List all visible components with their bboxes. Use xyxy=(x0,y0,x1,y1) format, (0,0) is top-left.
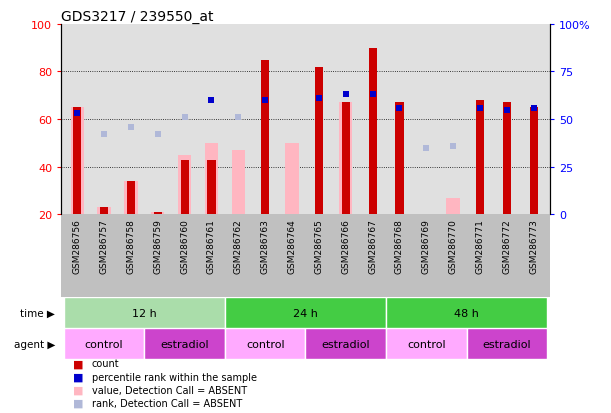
Bar xyxy=(70,108,84,215)
Bar xyxy=(178,155,191,215)
Text: GSM286768: GSM286768 xyxy=(395,219,404,274)
Bar xyxy=(285,143,299,215)
Bar xyxy=(127,181,135,215)
Text: value, Detection Call = ABSENT: value, Detection Call = ABSENT xyxy=(92,385,247,395)
Text: GSM286765: GSM286765 xyxy=(315,219,323,274)
Bar xyxy=(306,328,386,359)
Bar xyxy=(151,212,164,215)
Text: percentile rank within the sample: percentile rank within the sample xyxy=(92,372,257,382)
Text: ■: ■ xyxy=(73,385,84,395)
Text: GDS3217 / 239550_at: GDS3217 / 239550_at xyxy=(61,10,214,24)
Text: GSM286760: GSM286760 xyxy=(180,219,189,274)
Text: GSM286759: GSM286759 xyxy=(153,219,163,274)
Text: ■: ■ xyxy=(73,398,84,408)
Bar xyxy=(476,101,484,215)
Bar xyxy=(97,208,111,215)
Bar xyxy=(368,49,376,215)
Text: GSM286772: GSM286772 xyxy=(502,219,511,273)
Text: estradiol: estradiol xyxy=(483,339,531,349)
Text: GSM286762: GSM286762 xyxy=(234,219,243,273)
Text: GSM286763: GSM286763 xyxy=(261,219,269,274)
Text: control: control xyxy=(246,339,285,349)
Bar xyxy=(73,108,81,215)
Text: GSM286758: GSM286758 xyxy=(126,219,136,274)
Text: GSM286770: GSM286770 xyxy=(448,219,458,274)
Text: GSM286761: GSM286761 xyxy=(207,219,216,274)
Bar xyxy=(208,160,216,215)
Text: GSM286764: GSM286764 xyxy=(288,219,296,273)
Text: estradiol: estradiol xyxy=(321,339,370,349)
Bar xyxy=(154,212,162,215)
Text: GSM286771: GSM286771 xyxy=(475,219,485,274)
Text: ■: ■ xyxy=(73,358,84,368)
Bar xyxy=(503,103,511,215)
Bar xyxy=(124,181,137,215)
Bar xyxy=(100,208,108,215)
Text: GSM286767: GSM286767 xyxy=(368,219,377,274)
Text: GSM286766: GSM286766 xyxy=(342,219,350,274)
Bar xyxy=(225,297,386,328)
Text: GSM286757: GSM286757 xyxy=(100,219,109,274)
Bar xyxy=(64,297,225,328)
Bar xyxy=(205,143,218,215)
Bar xyxy=(339,103,353,215)
Bar xyxy=(64,328,144,359)
Text: time ▶: time ▶ xyxy=(20,308,55,318)
Bar xyxy=(232,151,245,215)
Text: ■: ■ xyxy=(73,372,84,382)
Bar xyxy=(530,108,538,215)
Text: 12 h: 12 h xyxy=(132,308,157,318)
Text: GSM286756: GSM286756 xyxy=(73,219,82,274)
Text: 48 h: 48 h xyxy=(454,308,479,318)
Text: agent ▶: agent ▶ xyxy=(13,339,55,349)
Bar xyxy=(386,328,467,359)
Text: GSM286773: GSM286773 xyxy=(529,219,538,274)
Text: count: count xyxy=(92,358,119,368)
Text: estradiol: estradiol xyxy=(160,339,209,349)
Bar xyxy=(225,328,306,359)
Text: 24 h: 24 h xyxy=(293,308,318,318)
Text: GSM286769: GSM286769 xyxy=(422,219,431,274)
Bar xyxy=(386,297,547,328)
Bar xyxy=(447,198,460,215)
Bar xyxy=(395,103,403,215)
Bar xyxy=(467,328,547,359)
Text: rank, Detection Call = ABSENT: rank, Detection Call = ABSENT xyxy=(92,398,242,408)
Text: control: control xyxy=(407,339,445,349)
Bar xyxy=(181,160,189,215)
Bar xyxy=(342,103,350,215)
Bar xyxy=(144,328,225,359)
Bar xyxy=(315,68,323,215)
Bar xyxy=(261,60,269,215)
Text: control: control xyxy=(85,339,123,349)
